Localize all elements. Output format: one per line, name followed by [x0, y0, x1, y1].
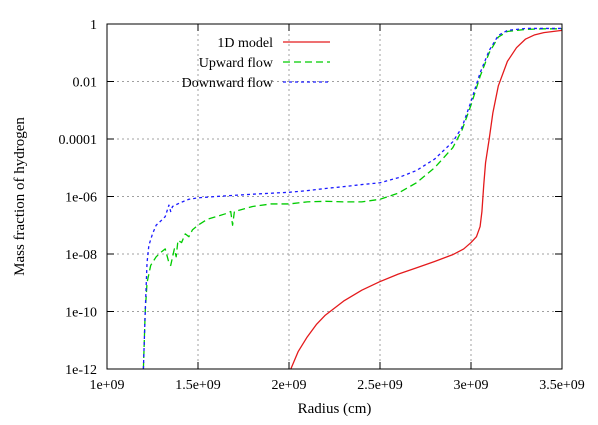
series-line-upward-flow — [142, 28, 562, 369]
x-tick-label: 2.5e+09 — [357, 378, 403, 393]
legend: 1D model Upward flow Downward flow — [182, 36, 330, 91]
y-tick-label: 0.01 — [73, 76, 98, 91]
x-tick-label: 2e+09 — [271, 378, 306, 393]
series-line-downward-flow — [142, 27, 562, 369]
y-tick-label: 1e-06 — [65, 191, 97, 206]
legend-label: Upward flow — [199, 56, 274, 71]
axis-ticks — [106, 23, 563, 370]
grid-lines — [107, 24, 562, 369]
x-tick-label: 1e+09 — [89, 378, 124, 393]
series-line-1d-model — [290, 29, 562, 369]
x-tick-label: 3e+09 — [453, 378, 488, 393]
y-axis: 1 0.01 0.0001 1e-06 1e-08 1e-10 1e-12 — [59, 18, 98, 378]
y-axis-label: Mass fraction of hydrogen — [12, 117, 28, 276]
y-tick-label: 1e-08 — [65, 248, 97, 263]
x-tick-label: 3.5e+09 — [539, 378, 585, 393]
y-tick-label: 0.0001 — [59, 133, 98, 148]
y-tick-label: 1 — [90, 18, 97, 33]
x-axis-label: Radius (cm) — [298, 401, 372, 417]
x-tick-label: 1.5e+09 — [175, 378, 221, 393]
legend-label: Downward flow — [182, 76, 274, 91]
y-tick-label: 1e-12 — [65, 363, 97, 378]
legend-label: 1D model — [217, 36, 273, 51]
y-tick-label: 1e-10 — [65, 306, 97, 321]
x-axis: 1e+09 1.5e+09 2e+09 2.5e+09 3e+09 3.5e+09 — [89, 378, 584, 393]
plot-area — [142, 27, 562, 369]
